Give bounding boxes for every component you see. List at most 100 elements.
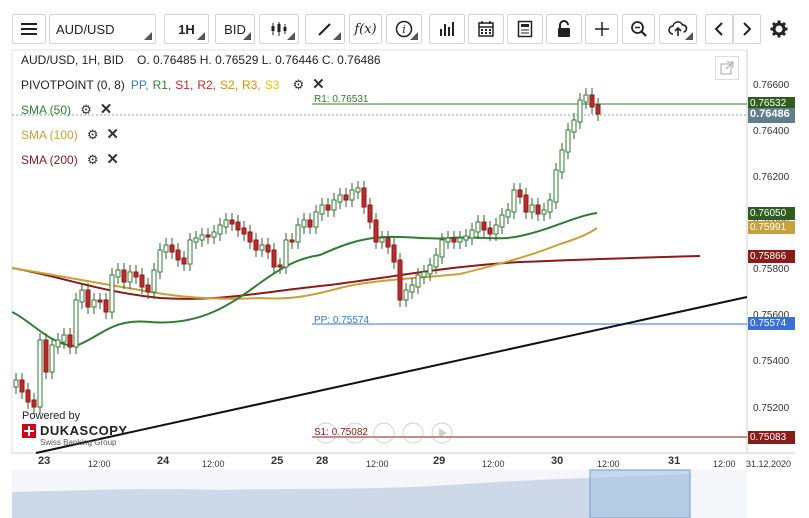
candle-body (355, 187, 361, 193)
candle-body (211, 231, 217, 238)
timeframe-select[interactable]: 1H (164, 14, 209, 44)
candle-body (379, 237, 385, 243)
zoom-button[interactable] (622, 14, 655, 44)
scroll-reset-button[interactable] (373, 422, 395, 444)
volume-icon (440, 22, 454, 36)
sma-200-remove-icon[interactable]: ✕ (106, 151, 119, 168)
candle-body (259, 244, 265, 251)
play-icon (439, 428, 447, 438)
price-tag: 0.75574 (748, 317, 795, 330)
candle-body (139, 274, 145, 288)
x-tick-label: 12:00 (366, 459, 389, 469)
sma-50-remove-icon[interactable]: ✕ (99, 101, 113, 118)
candle-body (31, 399, 37, 408)
candle-body (421, 271, 427, 278)
candle-body (61, 334, 67, 343)
pivot-level-label: S2, (220, 78, 239, 92)
menu-button[interactable] (12, 14, 46, 44)
x-tick-label: 31 (668, 455, 681, 467)
calendar-icon (478, 21, 494, 37)
candle-body (505, 209, 511, 218)
ohlc-row: AUD/USD, 1H, BID O. 0.76485 H. 0.76529 L… (21, 53, 381, 67)
upload-button[interactable] (659, 14, 697, 44)
side-label: BID (224, 21, 246, 37)
sma-50-label: SMA (50) (21, 103, 72, 117)
side-select[interactable]: BID (215, 14, 255, 44)
x-tick-label: 12:00 (88, 459, 111, 469)
pivot-label: PIVOTPOINT (0, 8) (21, 78, 125, 92)
pivot-row: PIVOTPOINT (0, 8) PP, R1, S1, R2, S2, R3, S3 ⚙… (21, 76, 325, 93)
x-tick-label: 24 (157, 455, 170, 467)
candle-body (337, 194, 343, 203)
candle-body (253, 239, 259, 251)
volume-button[interactable] (429, 14, 465, 44)
price-tag: 0.76486 (748, 108, 795, 123)
sma-200-settings-icon[interactable]: ⚙ (86, 152, 99, 167)
candle-body (169, 244, 175, 253)
brand-sub: Swiss Banking Group (40, 438, 117, 447)
candle-body (463, 235, 469, 241)
sma-50-row: SMA (50) ⚙ ✕ (21, 101, 113, 118)
candle-body (307, 219, 313, 228)
candle-body (511, 189, 517, 213)
news-button[interactable] (507, 14, 543, 44)
y-tick-label: 0.75400 (753, 356, 790, 367)
sma-50-settings-icon[interactable]: ⚙ (80, 102, 92, 117)
next-button[interactable] (733, 14, 761, 44)
candle-body (481, 221, 487, 231)
candle-body (415, 274, 421, 288)
indicators-button[interactable]: f(x) (349, 14, 382, 44)
candle-body (493, 224, 499, 235)
play-button[interactable] (431, 422, 453, 444)
settings-button[interactable] (768, 18, 790, 40)
candle-body (403, 289, 409, 301)
candle-body (247, 231, 253, 243)
crosshair-button[interactable] (585, 14, 618, 44)
scroll-controls (315, 422, 453, 444)
pivot-level-label: PP, (130, 78, 149, 92)
x-tick-label: 23 (38, 455, 51, 467)
candle-body (205, 234, 211, 238)
pivot-remove-icon[interactable]: ✕ (312, 76, 325, 93)
candle-body (133, 271, 139, 278)
prev-button[interactable] (705, 14, 733, 44)
lock-button[interactable] (546, 14, 582, 44)
info-button[interactable]: i (386, 14, 422, 44)
candle-body (145, 284, 151, 293)
zoom-in-button[interactable] (402, 422, 424, 444)
candle-body (325, 204, 331, 211)
popout-icon (720, 61, 734, 75)
trend-line[interactable] (35, 296, 748, 454)
price-tag: 0.75083 (748, 431, 795, 444)
scroll-left-button[interactable] (315, 422, 337, 444)
y-tick-label: 0.76400 (753, 126, 790, 137)
pivot-level-label: R1, (152, 78, 172, 92)
symbol-select[interactable]: AUD/USD (49, 14, 156, 44)
pivot-level-label: S1, (175, 78, 194, 92)
navigator-window[interactable] (589, 469, 691, 518)
candle-body (571, 119, 577, 133)
sma-100-settings-icon[interactable]: ⚙ (86, 127, 99, 142)
sma-100-row: SMA (100) ⚙ ✕ (21, 126, 120, 143)
candle-body (115, 269, 121, 278)
dropdown-arrow-icon (197, 32, 205, 40)
candle-body (541, 209, 547, 215)
navigator-area (12, 474, 690, 518)
draw-button[interactable] (305, 14, 345, 44)
zoom-out-button[interactable] (344, 422, 366, 444)
popout-button[interactable] (715, 56, 739, 80)
calendar-button[interactable] (468, 14, 504, 44)
candle-body (265, 244, 271, 253)
sma-100-remove-icon[interactable]: ✕ (106, 126, 119, 143)
candle-body (517, 189, 523, 198)
sma-50-line (11, 212, 598, 348)
pivot-settings-icon[interactable]: ⚙ (292, 77, 305, 92)
lock-icon (558, 20, 570, 37)
chart-type-button[interactable] (259, 14, 299, 44)
candle-body (67, 334, 73, 348)
candle-body (79, 289, 85, 303)
pivot-level-label: R2, (197, 78, 216, 92)
candle-body (457, 237, 463, 243)
candle-body (217, 224, 223, 235)
